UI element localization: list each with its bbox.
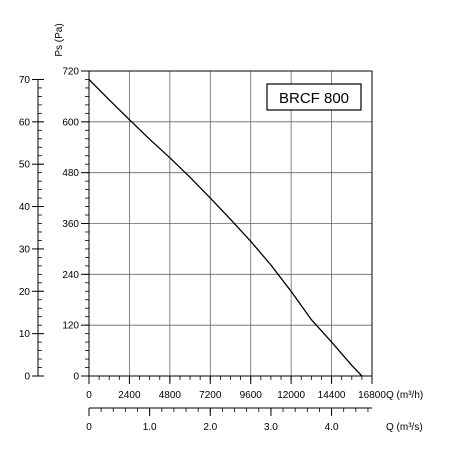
x-secondary-tick-label: 1.0 — [143, 422, 157, 433]
y-outer-tick-label: 40 — [19, 202, 31, 213]
x-primary-tick-label: 7200 — [199, 390, 222, 401]
y-outer-tick-label: 30 — [19, 244, 31, 255]
y-axis-label: Ps (Pa) — [54, 23, 65, 56]
x-secondary-tick-label: 2.0 — [203, 422, 217, 433]
y-inner-tick-label: 480 — [62, 168, 79, 179]
series-group — [88, 79, 363, 377]
y-inner-tick-label: 240 — [62, 270, 79, 281]
y-outer-tick-label: 0 — [24, 372, 30, 383]
y-inner-tick-label: 360 — [62, 219, 79, 230]
x-axis-label-secondary: Q (m³/s) — [386, 422, 423, 433]
chart-title: BRCF 800 — [279, 90, 349, 107]
y-outer-tick-label: 60 — [19, 117, 31, 128]
x-primary-tick-label: 9600 — [240, 390, 263, 401]
model-label-frame — [266, 83, 362, 111]
x-primary-tick-label: 0 — [86, 390, 92, 401]
model-label-box: BRCF 800 — [266, 83, 362, 111]
series-line — [88, 79, 363, 377]
x-primary-tick-label: 16800 — [358, 390, 386, 401]
y-inner-tick-label: 600 — [62, 117, 79, 128]
x-primary-tick-label: 4800 — [159, 390, 182, 401]
grid-lines — [89, 71, 372, 376]
y-outer-tick-label: 10 — [19, 329, 31, 340]
y-outer-tick-label: 50 — [19, 160, 31, 171]
x-secondary-tick-label: 4.0 — [325, 422, 339, 433]
x-axis-label-primary: Q (m³/h) — [386, 390, 423, 401]
x-secondary-tick-label: 3.0 — [264, 422, 278, 433]
x-primary-tick-label: 14400 — [318, 390, 346, 401]
y-inner-tick-label: 720 — [62, 67, 79, 78]
y-inner-tick-label: 120 — [62, 321, 79, 332]
x-secondary-tick-label: 0 — [86, 422, 92, 433]
y-inner-tick-label: 0 — [73, 372, 79, 383]
x-primary-tick-label: 2400 — [118, 390, 141, 401]
x-primary-tick-label: 12000 — [277, 390, 305, 401]
y-outer-tick-label: 70 — [19, 75, 31, 86]
y-outer-tick-label: 20 — [19, 287, 31, 298]
